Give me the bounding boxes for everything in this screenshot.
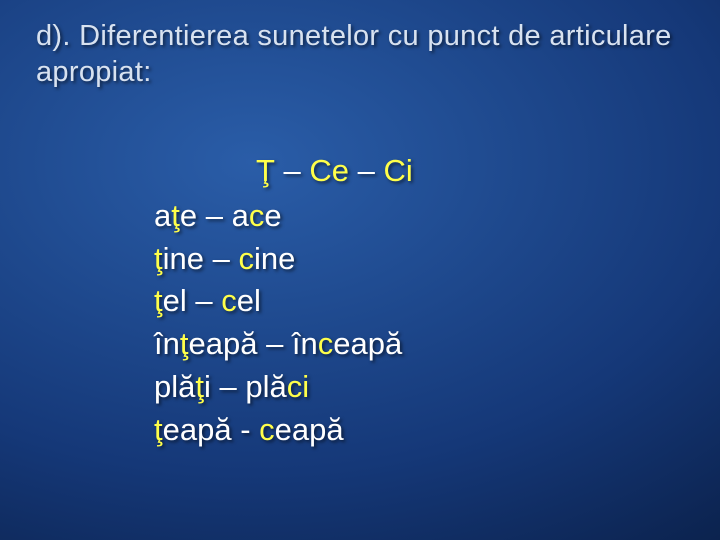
slide-content: Ţ – Ce – Ci aţe – ace ţine – cine ţel – …	[154, 150, 413, 451]
slide-title: d). Diferentierea sunetelor cu punct de …	[36, 18, 690, 91]
left-post: ine	[163, 241, 204, 276]
left-highlight: ţ	[154, 241, 163, 276]
word-pair-row: ţeapă - ceapă	[154, 409, 413, 452]
header-sep2: –	[349, 153, 383, 188]
header-col1: Ţ	[256, 153, 275, 188]
word-pair-row: aţe – ace	[154, 195, 413, 238]
right-post: e	[264, 198, 281, 233]
word-pair-row: plăţi – plăci	[154, 366, 413, 409]
right-post: eapă	[275, 412, 344, 447]
left-highlight: ţ	[154, 283, 163, 318]
right-post: el	[237, 283, 261, 318]
separator: –	[187, 283, 221, 318]
right-pre: a	[232, 198, 249, 233]
right-pre: în	[292, 326, 318, 361]
left-post: eapă	[163, 412, 232, 447]
word-pair-row: înţeapă – înceapă	[154, 323, 413, 366]
left-post: e	[180, 198, 197, 233]
left-pre: a	[154, 198, 171, 233]
right-post: eapă	[333, 326, 402, 361]
right-pre: plă	[245, 369, 286, 404]
separator: –	[211, 369, 245, 404]
right-highlight: c	[259, 412, 275, 447]
right-highlight: c	[238, 241, 254, 276]
left-post: eapă	[188, 326, 257, 361]
left-pre: în	[154, 326, 180, 361]
header-row: Ţ – Ce – Ci	[256, 150, 413, 193]
header-col3: Ci	[384, 153, 413, 188]
left-highlight: ţ	[171, 198, 180, 233]
separator: –	[204, 241, 238, 276]
separator: –	[197, 198, 231, 233]
word-pair-row: ţel – cel	[154, 280, 413, 323]
left-post: el	[163, 283, 187, 318]
left-highlight: ţ	[154, 412, 163, 447]
word-pair-row: ţine – cine	[154, 238, 413, 281]
left-highlight: ţ	[195, 369, 204, 404]
header-sep1: –	[275, 153, 309, 188]
left-post: i	[204, 369, 211, 404]
left-pre: plă	[154, 369, 195, 404]
right-post: ine	[254, 241, 295, 276]
right-highlight: ci	[287, 369, 309, 404]
right-highlight: c	[318, 326, 334, 361]
separator: -	[232, 412, 260, 447]
right-highlight: c	[221, 283, 237, 318]
header-col2: Ce	[309, 153, 349, 188]
right-highlight: c	[249, 198, 265, 233]
separator: –	[257, 326, 291, 361]
slide: d). Diferentierea sunetelor cu punct de …	[0, 0, 720, 540]
